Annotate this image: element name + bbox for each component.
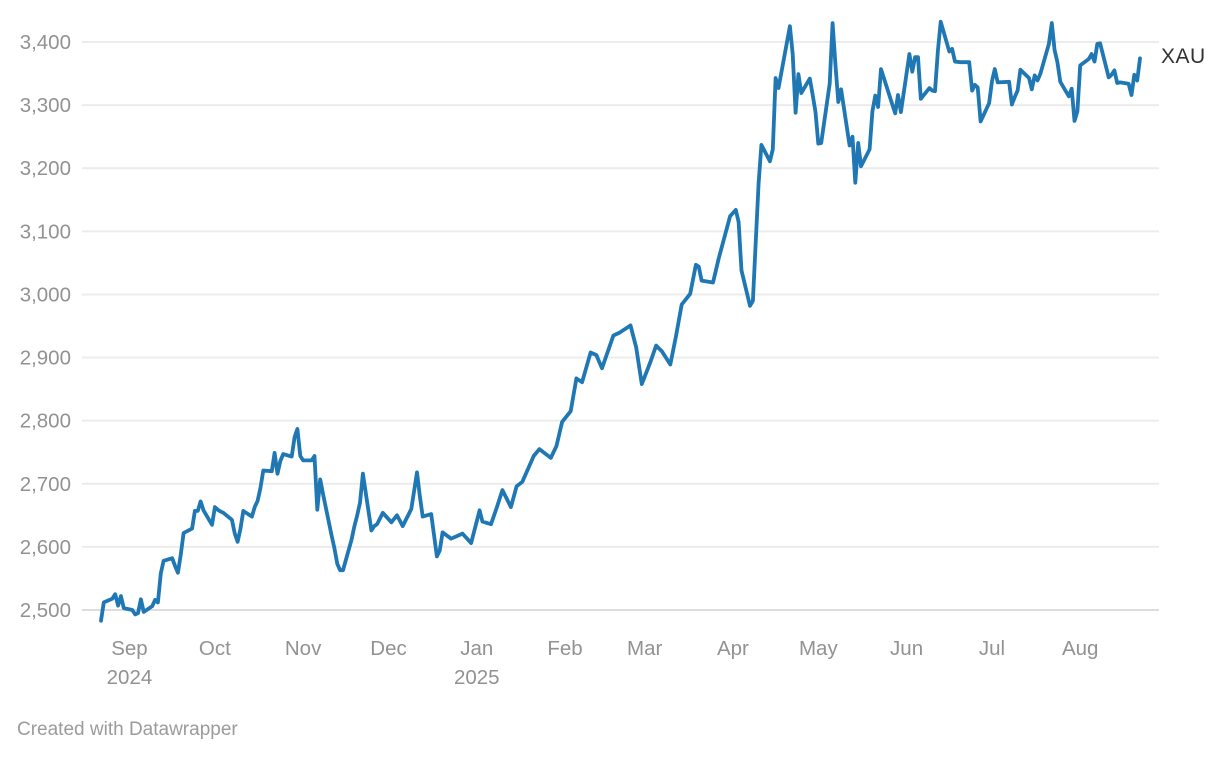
x-tick-label: Mar (627, 637, 662, 660)
x-tick-label: Sep (111, 637, 147, 660)
y-tick-label: 2,500 (20, 599, 71, 622)
x-tick-label: Oct (199, 637, 231, 660)
line-chart-canvas: 2,500 2,600 2,700 2,800 2,900 3,000 3,100 3,200… (20, 19, 1159, 689)
x-tick-label: Aug (1062, 637, 1098, 660)
x-tick-label: Jul (979, 637, 1005, 660)
x-tick-label: Nov (285, 637, 322, 660)
x-tick-label: Dec (370, 637, 406, 660)
y-tick-label: 3,000 (20, 283, 71, 306)
y-tick-label: 2,900 (20, 347, 71, 370)
y-tick-label: 2,800 (20, 410, 71, 433)
y-tick-label: 2,700 (20, 473, 71, 496)
x-axis-labels: Sep 2024 Oct Nov Dec Jan 2025 Feb Mar Apr May Jun Ju… (107, 637, 1099, 689)
y-tick-label: 3,300 (20, 94, 71, 117)
y-gridlines (82, 41, 1159, 611)
y-axis-labels: 2,500 2,600 2,700 2,800 2,900 3,000 3,100 3,200… (20, 31, 71, 622)
x-tick-label: Jan (460, 637, 493, 660)
price-line-xau (99, 19, 1142, 623)
x-tick-label: May (799, 637, 838, 660)
x-tick-sublabel: 2024 (107, 666, 153, 689)
datawrapper-credit: Created with Datawrapper (17, 719, 238, 740)
x-tick-sublabel: 2025 (454, 666, 500, 689)
y-tick-label: 3,100 (20, 220, 71, 243)
x-tick-label: Feb (547, 637, 582, 660)
y-tick-label: 3,200 (20, 157, 71, 180)
y-tick-label: 3,400 (20, 31, 71, 54)
x-tick-label: Jun (890, 637, 923, 660)
x-tick-label: Apr (717, 637, 749, 660)
series-label-xau: XAU (1161, 45, 1206, 68)
y-tick-label: 2,600 (20, 536, 71, 559)
